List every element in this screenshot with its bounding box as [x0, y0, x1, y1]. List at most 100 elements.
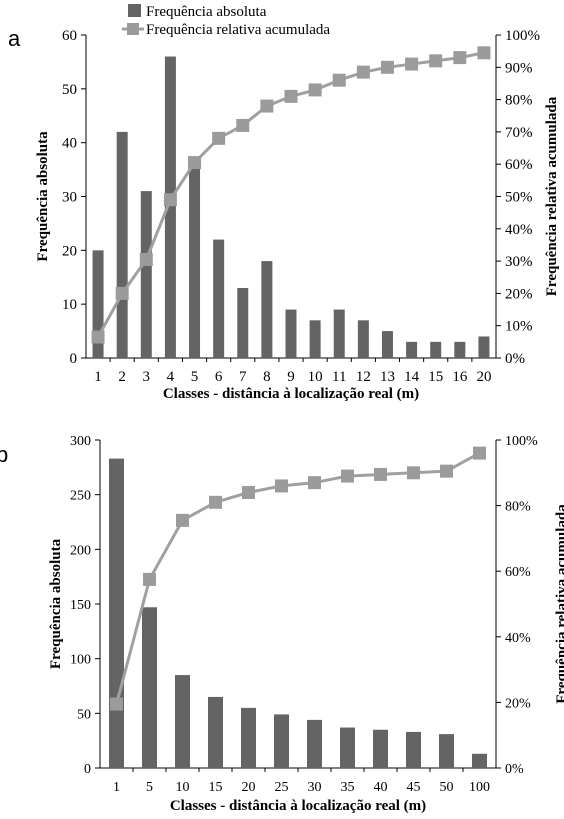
y-tick-label: 200: [70, 543, 91, 558]
y2-tick-label: 20%: [505, 696, 531, 711]
line-point: [332, 73, 346, 87]
bar: [261, 261, 273, 358]
bar: [357, 320, 369, 358]
x-tick-label: 40: [374, 780, 388, 795]
line-point: [110, 697, 123, 711]
line-point: [380, 60, 394, 74]
line-point: [308, 83, 322, 97]
y2-tick-label: 80%: [505, 93, 533, 109]
line-point: [405, 57, 419, 71]
line-point: [440, 464, 453, 478]
x-tick-label: 10: [308, 369, 323, 385]
bar: [142, 607, 157, 768]
line-point: [284, 89, 298, 103]
bar: [164, 56, 176, 359]
x-tick-label: 15: [209, 780, 223, 795]
bar: [340, 727, 355, 768]
line-point: [407, 466, 420, 480]
y2-tick-label: 70%: [505, 125, 533, 141]
y-tick-label: 0: [84, 762, 91, 777]
bar: [333, 309, 345, 358]
y-tick-label: 50: [62, 82, 77, 98]
line-point: [91, 330, 105, 344]
bar: [439, 734, 454, 768]
line-point: [374, 467, 387, 481]
bar: [208, 696, 223, 768]
line-point: [473, 446, 486, 460]
y2-axis-title: Frequência relativa acumulada: [554, 504, 564, 704]
line-point: [275, 479, 288, 493]
x-tick-label: 6: [215, 369, 223, 385]
bar: [274, 714, 289, 768]
x-axis-title: Classes - distância à localização real (…: [170, 798, 426, 814]
line-point: [209, 495, 222, 509]
chart-a: 0 10 20 30 40 50 60 0% 10% 20% 30% 40% 50% 60% 70% 80% 9…: [35, 4, 560, 402]
x-tick-label: 16: [452, 369, 468, 385]
bar: [381, 331, 393, 358]
x-tick-label: 12: [356, 369, 371, 385]
y-tick-label: 250: [70, 489, 91, 504]
y2-tick-label: 60%: [505, 157, 533, 173]
y2-tick-label: 40%: [505, 631, 531, 646]
line-point: [176, 513, 189, 527]
y-tick-label: 30: [62, 190, 77, 206]
bar: [213, 239, 225, 358]
bar: [237, 288, 249, 358]
bar: [373, 729, 388, 768]
y-tick-label: 10: [62, 297, 77, 313]
series-line-cumulative: [115, 451, 481, 705]
bar: [140, 191, 152, 358]
bar: [307, 719, 322, 768]
x-tick-label: 45: [407, 780, 421, 795]
x-tick-label: 20: [242, 780, 256, 795]
y-axis-title: Frequência absoluta: [35, 131, 51, 262]
x-tick-label: 14: [404, 369, 420, 385]
x-tick-label: 11: [332, 369, 346, 385]
y2-tick-label: 90%: [505, 60, 533, 76]
legend-swatch-marker: [127, 23, 139, 35]
line-point: [356, 65, 370, 79]
x-tick-label: 8: [263, 369, 271, 385]
x-tick-label: 30: [308, 780, 322, 795]
legend-label-line: Frequência relativa acumulada: [146, 22, 330, 38]
y-tick-label: 60: [62, 28, 77, 44]
x-tick-label: 4: [167, 369, 175, 385]
bar: [478, 336, 490, 358]
y2-tick-label: 100%: [505, 434, 538, 449]
y2-tick-label: 80%: [505, 500, 531, 515]
y-tick-label: 0: [70, 351, 78, 367]
y-tick-label: 20: [62, 243, 77, 259]
panel-a-letter: a: [8, 26, 21, 51]
line-point: [236, 118, 250, 132]
panel-b-letter: b: [0, 442, 8, 467]
bar: [430, 341, 442, 358]
y2-axis-title: Frequência relativa acumulada: [544, 96, 560, 296]
line-point: [453, 51, 467, 65]
x-tick-label: 5: [191, 369, 199, 385]
y-axis-title: Frequência absoluta: [48, 538, 64, 669]
y-tick-label: 300: [70, 434, 91, 449]
bar: [92, 250, 104, 358]
line-point: [115, 286, 129, 300]
bar: [241, 707, 256, 768]
x-tick-label: 25: [275, 780, 289, 795]
x-tick-label: 9: [287, 369, 295, 385]
bar: [189, 164, 201, 358]
line-point: [163, 193, 177, 207]
bar: [285, 309, 297, 358]
legend-label-bar: Frequência absoluta: [146, 4, 267, 20]
x-axis-title: Classes - distância à localização real (…: [163, 386, 419, 402]
y2-tick-label: 50%: [505, 190, 533, 206]
x-tick-label: 1: [94, 369, 102, 385]
x-tick-label: 50: [440, 780, 454, 795]
line-point: [308, 476, 321, 490]
bar: [472, 753, 487, 768]
y-tick-label: 150: [70, 598, 91, 613]
y-tick-label: 40: [62, 136, 77, 152]
bar: [406, 731, 421, 768]
bar: [116, 131, 128, 358]
y2-tick-label: 60%: [505, 565, 531, 580]
line-point: [429, 54, 443, 68]
